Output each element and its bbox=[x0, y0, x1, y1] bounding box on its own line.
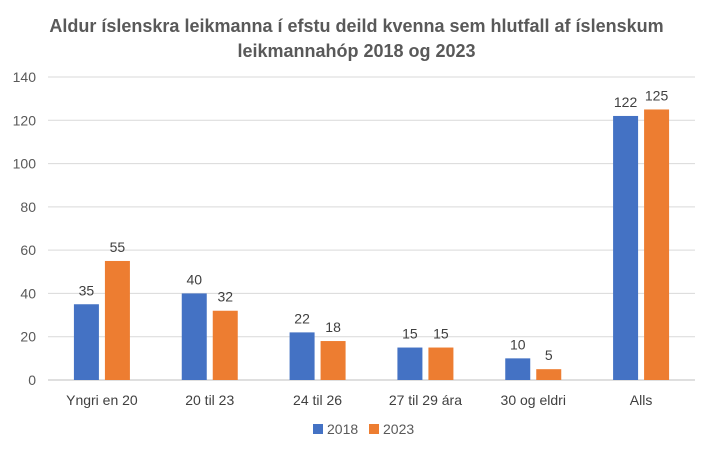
data-label: 125 bbox=[645, 87, 669, 103]
data-label: 15 bbox=[433, 326, 449, 342]
legend-label-2023: 2023 bbox=[383, 421, 414, 437]
data-label: 18 bbox=[325, 319, 341, 335]
y-tick-label: 140 bbox=[13, 69, 37, 85]
bar-2023-5 bbox=[644, 109, 670, 380]
x-tick-label: Alls bbox=[630, 392, 653, 408]
bar-2018-0 bbox=[73, 304, 99, 380]
data-label: 10 bbox=[510, 336, 526, 352]
y-tick-label: 100 bbox=[13, 156, 37, 172]
legend-label-2018: 2018 bbox=[327, 421, 358, 437]
y-tick-label: 60 bbox=[20, 242, 36, 258]
data-label: 15 bbox=[402, 326, 418, 342]
x-tick-label: Yngri en 20 bbox=[66, 392, 138, 408]
bar-2023-1 bbox=[212, 310, 238, 380]
data-label: 122 bbox=[614, 94, 638, 110]
y-tick-label: 0 bbox=[28, 372, 36, 388]
y-tick-label: 80 bbox=[20, 199, 36, 215]
x-tick-label: 20 til 23 bbox=[185, 392, 234, 408]
bar-2018-3 bbox=[397, 347, 423, 380]
data-label: 35 bbox=[79, 282, 95, 298]
data-label: 55 bbox=[110, 239, 126, 255]
bar-2023-3 bbox=[428, 347, 454, 380]
bar-2023-2 bbox=[320, 341, 346, 380]
chart-title-line-2: leikmannahóp 2018 og 2023 bbox=[237, 41, 476, 61]
y-tick-label: 40 bbox=[20, 285, 36, 301]
y-tick-label: 120 bbox=[13, 112, 37, 128]
legend-swatch-2023 bbox=[369, 424, 379, 434]
bar-2023-4 bbox=[536, 369, 562, 380]
x-tick-label: 27 til 29 ára bbox=[389, 392, 462, 408]
data-label: 22 bbox=[294, 310, 310, 326]
x-tick-label: 24 til 26 bbox=[293, 392, 342, 408]
bar-2018-4 bbox=[505, 358, 531, 380]
data-label: 5 bbox=[545, 347, 553, 363]
bar-2023-0 bbox=[104, 260, 130, 380]
legend-swatch-2018 bbox=[313, 424, 323, 434]
y-tick-label: 20 bbox=[20, 329, 36, 345]
chart-title-line-1: Aldur íslenskra leikmanna í efstu deild … bbox=[49, 16, 664, 36]
x-tick-label: 30 og eldri bbox=[501, 392, 566, 408]
bar-2018-5 bbox=[613, 115, 639, 380]
data-label: 32 bbox=[217, 289, 233, 305]
bar-2018-1 bbox=[181, 293, 207, 380]
bar-2018-2 bbox=[289, 332, 315, 380]
data-label: 40 bbox=[186, 271, 202, 287]
chart-title: Aldur íslenskra leikmanna í efstu deild … bbox=[0, 14, 713, 64]
